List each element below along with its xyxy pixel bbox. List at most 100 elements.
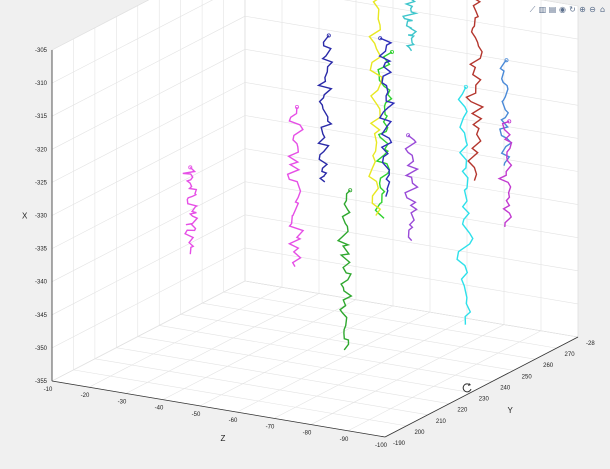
grid-line [244, 15, 579, 73]
series-start-marker [507, 119, 512, 124]
x-axis-line [51, 380, 386, 438]
z-axis-label: X [22, 212, 28, 221]
grid-line [88, 286, 283, 388]
grid-line [199, 305, 394, 407]
grid-line [73, 369, 407, 427]
home-icon[interactable]: ⌂ [599, 5, 606, 14]
grid-line [244, 214, 579, 272]
grid-line [51, 49, 246, 150]
grid-line [51, 115, 246, 216]
brush-icon[interactable]: ⟋ [529, 4, 536, 14]
grid-line [125, 293, 320, 394]
series-start-marker [188, 165, 193, 170]
rotate-3d-icon[interactable]: ↻ [569, 5, 576, 14]
x-axis-label: Z [221, 434, 226, 443]
legend-icon[interactable]: ▥ [538, 5, 547, 14]
x-tick-label: -100 [375, 443, 388, 449]
data-tip-icon[interactable]: ◉ [559, 5, 566, 14]
series-start-marker [463, 84, 468, 89]
y-tick-label: 210 [436, 419, 447, 425]
grid-line [94, 358, 428, 416]
x-tick-label: -40 [155, 406, 164, 412]
series-line [499, 59, 513, 166]
grid-line [347, 330, 542, 432]
grid-line [180, 314, 514, 371]
y-tick-label: 220 [457, 408, 468, 414]
y-tick-label: -190 [393, 441, 406, 447]
grid-line [162, 299, 357, 400]
grid-line [236, 311, 431, 413]
save-icon[interactable]: ▤ [548, 5, 557, 14]
series-line [465, 0, 485, 181]
z-tick-label: -305 [35, 48, 48, 54]
ticks: -10 -20 -30 -40 -50 -60 -70 -80 -90 -100 -190 200 21… [35, 48, 595, 449]
z-tick-label: -335 [35, 247, 48, 253]
grid-line [51, 15, 246, 117]
series-line [378, 37, 396, 197]
z-tick-label: -320 [35, 147, 48, 153]
grid-line [51, 247, 246, 349]
z-tick-label: -325 [35, 180, 48, 186]
z-tick-label: -310 [35, 81, 48, 87]
z-tick-label: -350 [35, 346, 48, 352]
zoom-out-icon[interactable]: ⊖ [589, 5, 596, 14]
y-tick-label: 250 [522, 374, 533, 380]
series-start-marker [294, 104, 299, 109]
grid-line [51, 0, 150, 51]
grid-line [202, 302, 536, 360]
series-line [336, 189, 353, 351]
x-tick-label: -30 [118, 399, 127, 405]
series-start-marker [406, 133, 411, 138]
series-line [456, 86, 474, 325]
grid-line [159, 325, 493, 382]
grid-line [51, 214, 246, 316]
series-line [182, 166, 199, 255]
grid-line [244, 49, 579, 106]
grid-line [310, 324, 505, 425]
y-axis-label: Y [508, 406, 514, 415]
series-line [374, 51, 393, 219]
grid-line [223, 291, 557, 349]
grid-line [51, 82, 246, 183]
figure-toolbar: ⟋ ▥ ▤ ◉ ↻ ⊕ ⊖ ⌂ [528, 4, 607, 15]
series-line [401, 0, 419, 52]
y-tick-label: 270 [565, 352, 576, 358]
y-tick-label: 260 [543, 363, 554, 369]
grid-line [244, 280, 579, 338]
grid [51, 0, 579, 438]
grid-line [51, 0, 214, 84]
y-tick-label: 230 [479, 397, 490, 403]
y-tick-label: -28 [586, 341, 595, 347]
series-line [497, 120, 513, 227]
series-line [404, 134, 420, 242]
series-start-marker [378, 36, 383, 41]
grid-line [51, 280, 246, 382]
y-tick-label: 240 [500, 385, 511, 391]
series-start-marker [504, 58, 509, 63]
series-start-marker [348, 188, 353, 193]
series-start-marker [326, 33, 331, 38]
x-tick-label: -80 [303, 431, 312, 437]
series-line [316, 35, 334, 183]
grid-line [116, 347, 450, 404]
x-tick-label: -60 [229, 418, 238, 424]
x-tick-label: -20 [81, 393, 90, 399]
y-axis-line [384, 336, 579, 438]
y-tick-label: 200 [414, 430, 425, 436]
x-tick-label: -50 [192, 412, 201, 418]
z-tick-label: -355 [35, 379, 48, 385]
series-start-marker [389, 49, 394, 54]
grid-line [244, 82, 579, 139]
grid-line [273, 318, 468, 419]
z-tick-label: -340 [35, 280, 48, 286]
grid-line [51, 148, 246, 249]
series-line [368, 0, 383, 216]
x-tick-label: -90 [340, 437, 349, 443]
x-tick-label: -70 [266, 424, 275, 430]
rotate-cursor-icon [462, 383, 472, 393]
zoom-in-icon[interactable]: ⊕ [579, 5, 586, 14]
grid-line [137, 336, 471, 393]
series-group [182, 0, 513, 351]
